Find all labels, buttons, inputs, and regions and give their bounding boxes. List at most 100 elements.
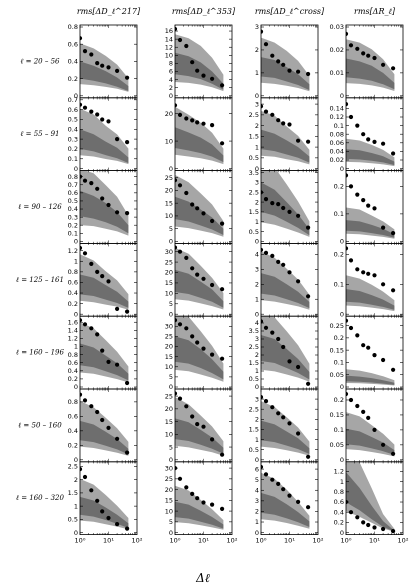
y-tick-label: 16	[165, 27, 173, 35]
panel-plot-area	[175, 174, 225, 237]
data-point	[346, 102, 349, 107]
data-point	[296, 499, 301, 504]
data-point	[220, 452, 225, 457]
panel-r1-c0: 0 0.1 0.2 0.3 0.40.5 0.6 0.7	[68, 96, 138, 173]
data-point	[348, 184, 354, 189]
y-tick-label: 10	[165, 290, 173, 298]
data-point	[190, 266, 195, 271]
y-tick-label: 30	[165, 322, 173, 330]
data-point	[177, 183, 183, 188]
data-point	[125, 211, 130, 216]
panel-plot-area	[175, 391, 225, 457]
data-point	[82, 251, 88, 256]
y-tick-label: 0	[74, 529, 78, 537]
y-tick-label: 0	[340, 238, 344, 246]
y-tick-label: 20	[165, 110, 173, 118]
data-point	[348, 510, 354, 515]
inner-band	[346, 375, 395, 385]
y-tick-label: 0.8	[68, 268, 78, 276]
y-tick-label: 2.5	[249, 343, 259, 351]
y-tick-label: 0.04	[330, 148, 344, 156]
y-tick-label: 25	[165, 258, 173, 266]
data-point	[372, 139, 377, 144]
data-point	[201, 346, 206, 351]
y-tick-label: 1	[255, 69, 259, 77]
data-point	[89, 181, 94, 186]
y-tick-label: 0.1	[334, 210, 344, 218]
data-point	[195, 68, 200, 73]
y-tick-label: 0.5	[68, 116, 78, 124]
data-point	[355, 46, 360, 51]
y-tick-label: 2.5	[249, 111, 259, 119]
data-point	[346, 31, 349, 36]
row-label-1: ℓ = 55 – 91	[20, 130, 60, 138]
column-titles: rms[ΔD_ℓ^217] rms[ΔD_ℓ^353] rms[ΔD_ℓ^cross…	[77, 7, 396, 16]
y-tick-label: 2.5	[68, 463, 78, 471]
panel-plot-area	[175, 316, 225, 382]
panel-r3-c2: 0 1 2 3 4	[255, 242, 319, 318]
data-point	[220, 356, 225, 361]
y-tick-label: 25	[165, 475, 173, 483]
panel-plot-area	[175, 466, 225, 530]
y-tick-label: 0.8	[68, 351, 78, 359]
data-point	[190, 202, 195, 207]
data-point	[348, 397, 354, 403]
y-tick-label: 1	[255, 143, 259, 151]
data-point	[346, 391, 349, 397]
y-tick-label: 10	[165, 137, 173, 145]
y-tick-label: 10	[165, 52, 173, 60]
y-tick-label: 0.08	[330, 130, 344, 138]
data-point	[372, 206, 377, 211]
row-label-4: ℓ = 160 – 196	[15, 349, 64, 357]
data-point	[296, 431, 301, 436]
data-point	[195, 496, 200, 501]
data-point	[89, 326, 94, 331]
y-tick-label: 3	[255, 395, 259, 403]
y-tick-label: 0	[74, 165, 78, 173]
data-point	[366, 203, 371, 208]
data-point	[95, 332, 100, 337]
y-tick-label: 0.5	[68, 197, 78, 205]
y-tick-label: 0.2	[334, 519, 344, 527]
y-tick-label: 0.8	[68, 23, 78, 31]
data-point	[106, 119, 111, 124]
x-tick-label: 10²	[398, 537, 409, 545]
y-tick-label: 14	[165, 35, 173, 43]
data-point	[115, 306, 120, 311]
y-tick-label: 25	[165, 333, 173, 341]
data-point	[201, 121, 206, 126]
data-point	[366, 415, 371, 420]
data-point	[348, 325, 354, 331]
y-tick-label: 0.5	[249, 446, 259, 454]
y-tick-label: 0.6	[68, 189, 78, 197]
y-tick-label: 0	[169, 238, 173, 246]
y-tick-label: 0.3	[68, 135, 78, 143]
inner-band	[80, 190, 129, 234]
x-tick-label: 10⁰	[75, 537, 86, 545]
y-tick-label: 15	[165, 353, 173, 361]
panel-plot-area	[261, 316, 311, 386]
data-point	[296, 213, 301, 218]
y-tick-label: 0.01	[330, 69, 344, 77]
x-tick-label: 10⁰	[256, 537, 267, 545]
data-point	[391, 529, 396, 534]
data-point	[184, 485, 189, 490]
data-point	[281, 487, 286, 492]
data-point	[80, 102, 83, 107]
y-tick-label: 0.2	[334, 334, 344, 342]
x-tick-label: 10⁰	[170, 537, 181, 545]
data-point	[355, 333, 360, 338]
panel-plot-area	[80, 102, 130, 165]
y-tick-label: 0.4	[68, 289, 78, 297]
data-point	[346, 318, 349, 323]
y-tick-label: 0	[340, 383, 344, 391]
y-tick-label: 0	[74, 238, 78, 246]
data-point	[201, 211, 206, 216]
data-point	[125, 75, 130, 80]
y-tick-label: 0.12	[330, 113, 344, 121]
data-point	[190, 414, 195, 419]
y-tick-label: 20	[165, 405, 173, 413]
data-point	[201, 276, 206, 281]
inner-band	[261, 273, 310, 309]
data-point	[281, 344, 286, 350]
